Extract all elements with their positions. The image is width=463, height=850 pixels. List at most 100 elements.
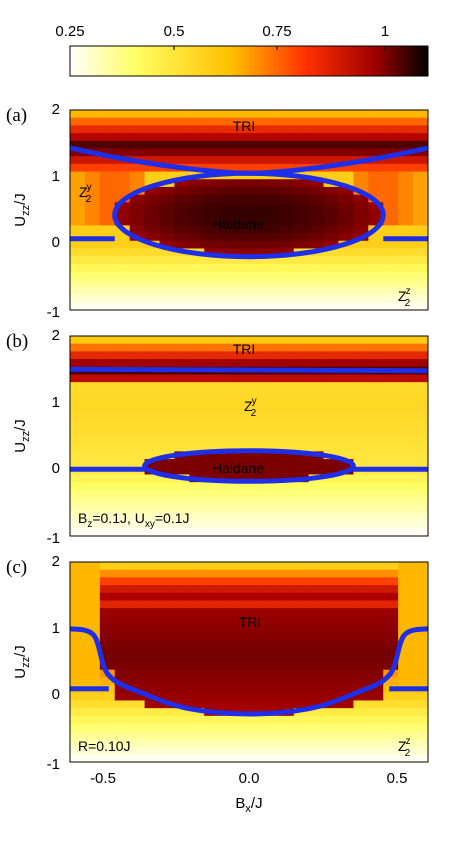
heatmap-cell: [398, 343, 414, 352]
heatmap-cell: [308, 520, 325, 529]
heatmap-cell: [144, 512, 161, 522]
heatmap-cell: [263, 631, 280, 640]
heatmap-cell: [368, 248, 384, 257]
heatmap-cell: [219, 489, 235, 499]
heatmap-cell: [413, 520, 428, 529]
heatmap-cell: [353, 562, 369, 571]
heatmap-cell: [219, 210, 235, 219]
heatmap-cell: [219, 194, 235, 203]
heatmap-cell: [368, 585, 384, 594]
heatmap-cell: [413, 156, 428, 165]
heatmap-cell: [144, 279, 161, 288]
heatmap-cell: [234, 451, 250, 460]
heatmap-cell: [398, 382, 414, 391]
heatmap-cell: [144, 156, 161, 165]
heatmap-cell: [353, 125, 369, 134]
heatmap-cell: [189, 271, 205, 280]
heatmap-cell: [84, 528, 101, 536]
heatmap-cell: [129, 451, 146, 460]
heatmap-cell: [159, 436, 176, 445]
plot-frame: [69, 335, 429, 537]
heatmap-cell: [293, 382, 310, 391]
heatmap-cell: [368, 451, 384, 460]
heatmap-cell: [398, 110, 414, 119]
heatmap-cell: [144, 592, 161, 602]
heatmap-cell: [353, 171, 369, 180]
heatmap-cell: [368, 692, 384, 702]
heatmap-cell: [129, 343, 146, 352]
heatmap-cell: [159, 505, 176, 514]
colorbar-tick: 0.75: [262, 23, 291, 40]
heatmap-cell: [293, 451, 310, 460]
heatmap-cell: [204, 451, 220, 460]
heatmap-cell: [308, 738, 325, 748]
heatmap-cell: [189, 631, 205, 640]
heatmap-cell: [159, 374, 176, 383]
heatmap-cell: [323, 240, 340, 250]
heatmap-cell: [308, 669, 325, 678]
heatmap-cell: [99, 646, 116, 655]
heatmap-cell: [129, 505, 146, 514]
heatmap-cell: [368, 148, 384, 157]
heatmap-cell: [413, 443, 428, 452]
heatmap-cell: [234, 405, 250, 414]
heatmap-cell: [398, 708, 414, 717]
heatmap-cell: [398, 692, 414, 702]
heatmap-cell: [189, 489, 205, 499]
heatmap-cell: [368, 125, 384, 134]
heatmap-cell: [353, 256, 369, 265]
heatmap-cell: [368, 497, 384, 506]
heatmap-cell: [159, 738, 176, 748]
heatmap-cell: [70, 248, 86, 257]
heatmap-cell: [338, 194, 355, 203]
heatmap-cell: [353, 117, 369, 126]
heatmap-cell: [204, 692, 220, 702]
heatmap-cell: [189, 233, 205, 242]
y-tick: -1: [47, 304, 60, 321]
heatmap-cell: [114, 397, 131, 406]
heatmap-cell: [84, 692, 101, 702]
heatmap-cell: [114, 738, 131, 748]
heatmap-cell: [99, 677, 116, 686]
heatmap-cell: [174, 497, 190, 506]
heatmap-cell: [278, 436, 295, 445]
heatmap-cell: [278, 592, 295, 602]
heatmap-cell: [174, 482, 190, 491]
heatmap-cell: [84, 397, 101, 406]
heatmap-cell: [353, 669, 369, 678]
heatmap-cell: [413, 715, 428, 725]
heatmap-cell: [413, 405, 428, 414]
panel-label: (b): [6, 331, 28, 352]
heatmap-cell: [84, 569, 101, 578]
heatmap-cell: [338, 700, 355, 709]
heatmap-cell: [99, 723, 116, 732]
heatmap-cell: [70, 723, 86, 732]
heatmap-cell: [278, 451, 295, 460]
heatmap-cell: [204, 723, 220, 732]
heatmap-cell: [293, 592, 310, 602]
heatmap-cell: [84, 336, 101, 345]
heatmap-cell: [353, 662, 369, 671]
heatmap-cell: [383, 677, 399, 686]
heatmap-cell: [99, 746, 116, 755]
heatmap-cell: [99, 754, 116, 762]
heatmap-cell: [398, 505, 414, 514]
heatmap-cell: [383, 343, 399, 352]
heatmap-cell: [338, 117, 355, 126]
heatmap-cell: [263, 389, 280, 399]
region-label-tri: TRI: [233, 118, 256, 134]
heatmap-cell: [368, 615, 384, 625]
heatmap-cell: [174, 677, 190, 686]
heatmap-cell: [114, 443, 131, 452]
heatmap-cell: [84, 256, 101, 265]
heatmap-cell: [204, 217, 220, 226]
heatmap-cell: [219, 569, 235, 578]
heatmap-cell: [99, 459, 116, 468]
heatmap-cell: [293, 669, 310, 678]
heatmap-cell: [249, 638, 265, 648]
heatmap-cell: [413, 125, 428, 134]
heatmap-cell: [114, 248, 131, 257]
heatmap-cell: [383, 482, 399, 491]
heatmap-cell: [204, 248, 220, 257]
heatmap-cell: [368, 638, 384, 648]
